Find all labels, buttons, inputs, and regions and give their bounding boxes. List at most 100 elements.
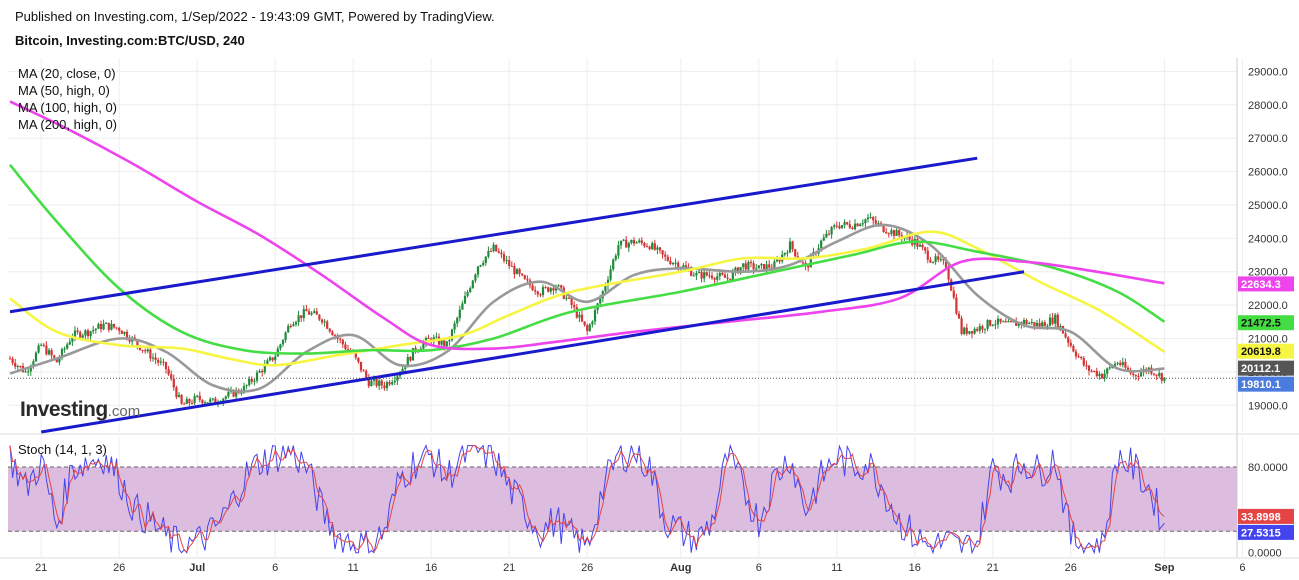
- candle-body: [120, 330, 123, 334]
- investing-logo: Investing.com: [20, 398, 140, 422]
- candle-body: [47, 350, 51, 355]
- candle-body: [833, 225, 836, 227]
- candle-body: [827, 233, 831, 235]
- candle-body: [125, 331, 129, 339]
- candle-body: [989, 319, 992, 326]
- candle-body: [1069, 342, 1072, 346]
- candle-body: [674, 262, 677, 264]
- candle-body: [198, 395, 201, 400]
- candle-body: [635, 242, 638, 244]
- candle-body: [947, 267, 950, 280]
- time-tick-label: 6: [1239, 562, 1245, 574]
- candle-body: [1132, 373, 1135, 375]
- time-tick-label: Sep: [1154, 562, 1174, 574]
- candle-body: [435, 336, 438, 338]
- candle-body: [370, 380, 373, 387]
- candle-body: [45, 345, 48, 355]
- candle-body: [201, 399, 204, 404]
- candle-body: [1160, 373, 1163, 381]
- candle-body: [768, 264, 771, 268]
- candle-body: [723, 274, 727, 278]
- candle-body: [1116, 362, 1119, 364]
- candle-body: [110, 323, 113, 330]
- candle-body: [807, 265, 810, 268]
- candle-body: [73, 330, 77, 338]
- candle-body: [822, 237, 825, 241]
- candle-body: [1077, 356, 1080, 358]
- candle-body: [354, 352, 357, 358]
- candle-body: [255, 372, 259, 381]
- candle-body: [885, 231, 888, 234]
- candle-body: [502, 254, 506, 261]
- candle-body: [258, 370, 261, 373]
- candle-body: [963, 327, 966, 334]
- price-tick-label: 24000.0: [1248, 233, 1288, 245]
- candle-body: [1082, 358, 1085, 366]
- candle-body: [414, 348, 417, 351]
- candle-body: [765, 264, 768, 271]
- candle-body: [1139, 372, 1143, 377]
- candle-body: [838, 226, 841, 229]
- candle-body: [53, 355, 56, 358]
- candle-body: [14, 362, 17, 367]
- price-axis: 19000.020000.021000.022000.023000.024000…: [1248, 66, 1288, 412]
- candle-body: [289, 325, 292, 327]
- candle-body: [453, 323, 456, 330]
- candle-body: [872, 217, 875, 221]
- candle-body: [586, 325, 589, 332]
- candle-body: [1002, 321, 1005, 323]
- candle-body: [393, 380, 396, 383]
- candle-body: [391, 382, 394, 385]
- candle-body: [729, 278, 732, 280]
- candle-body: [42, 344, 45, 346]
- candle-body: [1038, 322, 1041, 327]
- candle-body: [1137, 376, 1140, 378]
- candle-body: [999, 318, 1002, 322]
- candle-body: [632, 239, 636, 244]
- candle-body: [591, 321, 594, 325]
- candle-body: [752, 263, 755, 270]
- candle-body: [34, 352, 38, 362]
- candle-body: [112, 323, 116, 328]
- candle-body: [365, 371, 368, 378]
- candle-body: [864, 219, 867, 224]
- time-tick-label: 26: [1065, 562, 1077, 574]
- candle-body: [245, 385, 248, 387]
- candle-body: [666, 256, 669, 261]
- stoch-tag-bg: [1238, 508, 1294, 524]
- candle-body: [151, 357, 155, 359]
- candle-body: [146, 349, 149, 352]
- price-tag-bg: [1238, 276, 1294, 292]
- candle-body: [760, 264, 763, 266]
- candle-body: [786, 252, 789, 254]
- candle-body: [874, 220, 877, 224]
- price-tick-label: 25000.0: [1248, 200, 1288, 212]
- candle-body: [705, 272, 708, 276]
- candle-body: [29, 366, 32, 372]
- candle-body: [183, 403, 186, 405]
- candle-body: [66, 344, 69, 349]
- candle-body: [1113, 363, 1117, 368]
- candle-body: [801, 262, 805, 264]
- candle-body: [396, 376, 399, 381]
- candle-body: [658, 247, 662, 251]
- candle-body: [94, 328, 97, 330]
- candle-body: [697, 271, 701, 274]
- candle-body: [957, 313, 961, 319]
- candle-body: [669, 260, 672, 265]
- candle-body: [1056, 314, 1059, 328]
- candle-body: [1080, 356, 1083, 359]
- candle-body: [344, 344, 347, 349]
- candle-body: [692, 275, 695, 277]
- candle-body: [830, 226, 833, 235]
- candle-body: [497, 251, 500, 253]
- candle-body: [739, 267, 742, 274]
- candle-body: [469, 288, 472, 293]
- candle-body: [164, 362, 168, 370]
- candle-body: [965, 327, 968, 334]
- candle-body: [934, 256, 937, 262]
- candle-body: [908, 235, 911, 240]
- candle-body: [1074, 351, 1078, 357]
- candle-body: [544, 287, 547, 289]
